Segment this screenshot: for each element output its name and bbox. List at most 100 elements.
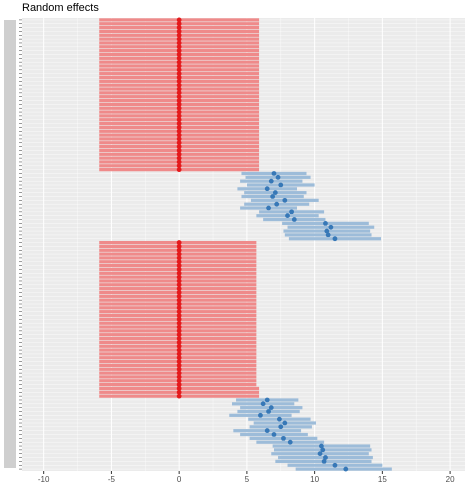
estimate-point xyxy=(323,220,328,226)
estimate-point xyxy=(176,101,182,107)
estimate-point xyxy=(176,105,182,111)
estimate-point xyxy=(176,351,182,357)
estimate-point xyxy=(176,21,182,27)
estimate-point xyxy=(268,178,274,184)
estimate-point xyxy=(176,290,182,295)
estimate-point xyxy=(176,94,182,100)
estimate-point xyxy=(275,174,281,180)
estimate-point xyxy=(332,236,338,242)
estimate-point xyxy=(176,297,182,303)
estimate-point xyxy=(318,443,324,449)
estimate-point xyxy=(176,82,182,88)
estimate-point xyxy=(176,244,182,249)
estimate-point xyxy=(176,90,182,96)
estimate-point xyxy=(325,232,331,238)
estimate-point xyxy=(264,186,270,192)
estimate-point xyxy=(176,71,182,77)
estimate-point xyxy=(176,159,182,165)
estimate-point xyxy=(176,136,182,142)
estimate-point xyxy=(264,428,270,434)
estimate-point xyxy=(277,416,282,422)
estimate-point xyxy=(324,228,330,234)
estimate-point xyxy=(317,451,323,457)
estimate-point xyxy=(291,217,297,222)
estimate-point xyxy=(176,313,182,318)
estimate-point xyxy=(176,255,182,261)
estimate-point xyxy=(323,455,328,460)
estimate-point xyxy=(176,305,182,311)
estimate-point xyxy=(176,55,182,61)
estimate-point xyxy=(176,389,182,395)
estimate-point xyxy=(282,420,288,426)
estimate-point xyxy=(268,405,274,411)
estimate-point xyxy=(176,17,182,23)
estimate-point xyxy=(176,359,182,364)
estimate-point xyxy=(176,67,182,73)
estimate-point xyxy=(176,286,182,292)
estimate-point xyxy=(176,36,182,42)
estimate-point xyxy=(176,378,182,384)
estimate-point xyxy=(176,59,182,65)
estimate-point xyxy=(176,274,182,280)
estimate-point xyxy=(176,117,182,123)
estimate-point xyxy=(176,86,182,92)
x-tick-label: -5 xyxy=(108,475,116,484)
estimate-point xyxy=(285,213,290,219)
estimate-point xyxy=(176,251,182,257)
estimate-point xyxy=(278,424,284,430)
estimate-point xyxy=(266,205,271,211)
estimate-point xyxy=(176,324,182,330)
estimate-point xyxy=(176,140,182,146)
estimate-point xyxy=(176,293,182,299)
estimate-point xyxy=(176,301,182,307)
estimate-point xyxy=(176,163,182,169)
estimate-point xyxy=(176,109,182,115)
estimate-point xyxy=(321,459,327,464)
estimate-point xyxy=(176,332,182,338)
estimate-point xyxy=(176,78,182,84)
chart-title: Random effects xyxy=(22,2,99,14)
y-label-column xyxy=(4,20,16,468)
estimate-point xyxy=(176,328,182,334)
x-tick-label: 0 xyxy=(177,475,182,484)
estimate-point xyxy=(176,32,182,38)
estimate-point xyxy=(274,201,280,207)
estimate-point xyxy=(176,151,182,157)
estimate-point xyxy=(176,267,182,272)
estimate-point xyxy=(176,370,182,376)
estimate-point xyxy=(176,247,182,253)
estimate-point xyxy=(264,397,270,403)
estimate-point xyxy=(176,75,182,80)
x-tick-label: 5 xyxy=(245,475,250,484)
estimate-point xyxy=(176,320,182,326)
estimate-point xyxy=(176,144,182,150)
x-tick-label: 10 xyxy=(310,475,319,484)
estimate-point xyxy=(176,343,182,349)
estimate-point xyxy=(176,263,182,269)
estimate-point xyxy=(176,339,182,345)
estimate-point xyxy=(282,197,288,203)
estimate-point xyxy=(289,209,294,215)
estimate-point xyxy=(272,190,278,196)
estimate-point xyxy=(176,374,182,380)
x-tick-label: 20 xyxy=(446,475,455,484)
estimate-point xyxy=(176,347,182,353)
estimate-point xyxy=(176,309,182,315)
estimate-point xyxy=(176,44,182,50)
estimate-point xyxy=(176,382,182,388)
estimate-point xyxy=(176,363,182,368)
estimate-point xyxy=(266,409,271,414)
estimate-point xyxy=(258,412,263,418)
estimate-point xyxy=(271,432,277,437)
estimate-point xyxy=(176,393,182,399)
estimate-point xyxy=(176,355,182,361)
estimate-point xyxy=(176,132,182,138)
estimate-point xyxy=(176,278,182,284)
estimate-point xyxy=(176,29,182,34)
estimate-point xyxy=(176,155,182,161)
estimate-point xyxy=(176,113,182,119)
estimate-point xyxy=(176,366,182,372)
estimate-point xyxy=(278,182,284,188)
estimate-point xyxy=(176,128,182,134)
